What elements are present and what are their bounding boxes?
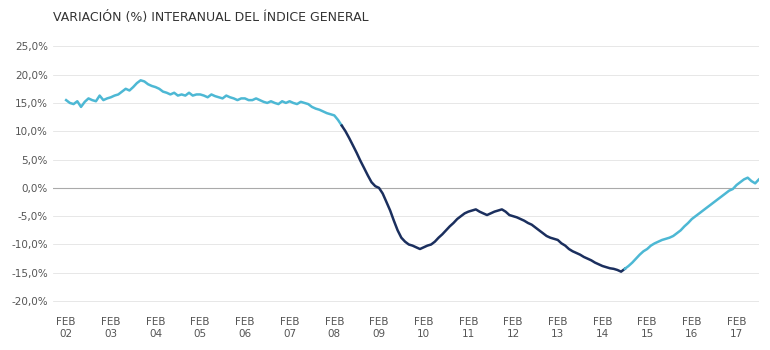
Text: VARIACIÓN (%) INTERANUAL DEL ÍNDICE GENERAL: VARIACIÓN (%) INTERANUAL DEL ÍNDICE GENE… xyxy=(52,11,368,24)
